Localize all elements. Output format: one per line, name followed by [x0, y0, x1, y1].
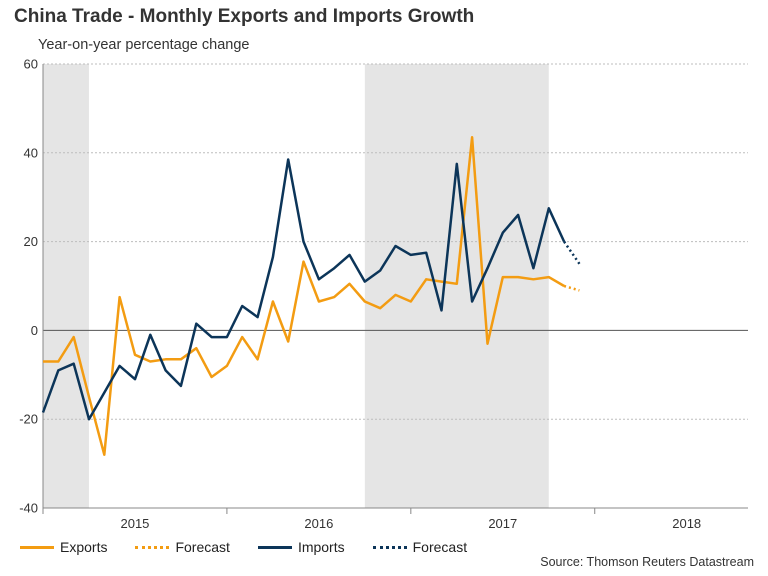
axes — [42, 64, 748, 514]
tick-labels: -40 -20 0 20 40 60 2015 2016 2017 2018 — [19, 57, 701, 532]
legend-swatch-exports-forecast — [135, 545, 170, 549]
legend-item-exports: Exports — [20, 539, 107, 555]
shaded-period-1 — [364, 64, 549, 508]
source-note: Source: Thomson Reuters Datastream — [540, 555, 754, 569]
recession-shading — [43, 64, 549, 508]
legend-item-exports-forecast: Forecast — [135, 539, 230, 555]
y-tick-label--40: -40 — [19, 501, 38, 516]
series-lines — [41, 136, 581, 456]
legend-label-exports: Exports — [60, 539, 108, 555]
imports-line — [41, 158, 566, 421]
y-tick-label-20: 20 — [24, 234, 38, 249]
x-tick-label-2015: 2015 — [120, 516, 149, 531]
legend-label-imports: Imports — [297, 539, 345, 555]
exports-forecast-line — [563, 284, 580, 292]
exports-line — [43, 136, 565, 456]
shaded-period-0 — [43, 64, 89, 508]
y-tick-label-40: 40 — [24, 145, 38, 160]
y-tick-label--20: -20 — [19, 412, 38, 427]
legend-swatch-imports — [257, 545, 292, 549]
y-tick-label-0: 0 — [31, 323, 38, 338]
legend-label-imports-forecast: Forecast — [412, 539, 468, 555]
x-tick-label-2016: 2016 — [304, 516, 333, 531]
chart-title: China Trade - Monthly Exports and Import… — [14, 6, 475, 27]
x-tick-label-2017: 2017 — [488, 516, 517, 531]
legend-swatch-imports-forecast — [372, 545, 407, 549]
x-tick-label-2018: 2018 — [672, 516, 701, 531]
legend-item-imports: Imports — [257, 539, 345, 555]
legend-label-exports-forecast: Forecast — [175, 539, 230, 555]
legend-swatch-exports — [20, 545, 54, 549]
chart-subtitle: Year-on-year percentage change — [38, 37, 250, 53]
legend: Exports Forecast Imports Forecast — [20, 538, 495, 556]
legend-item-imports-forecast: Forecast — [372, 539, 468, 555]
imports-forecast-line — [563, 240, 581, 265]
y-tick-label-60: 60 — [24, 57, 38, 72]
